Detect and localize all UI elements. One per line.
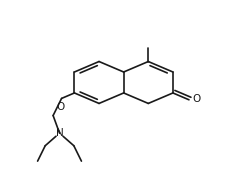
Text: O: O xyxy=(192,94,200,104)
Text: O: O xyxy=(56,102,64,112)
Text: N: N xyxy=(56,128,64,138)
